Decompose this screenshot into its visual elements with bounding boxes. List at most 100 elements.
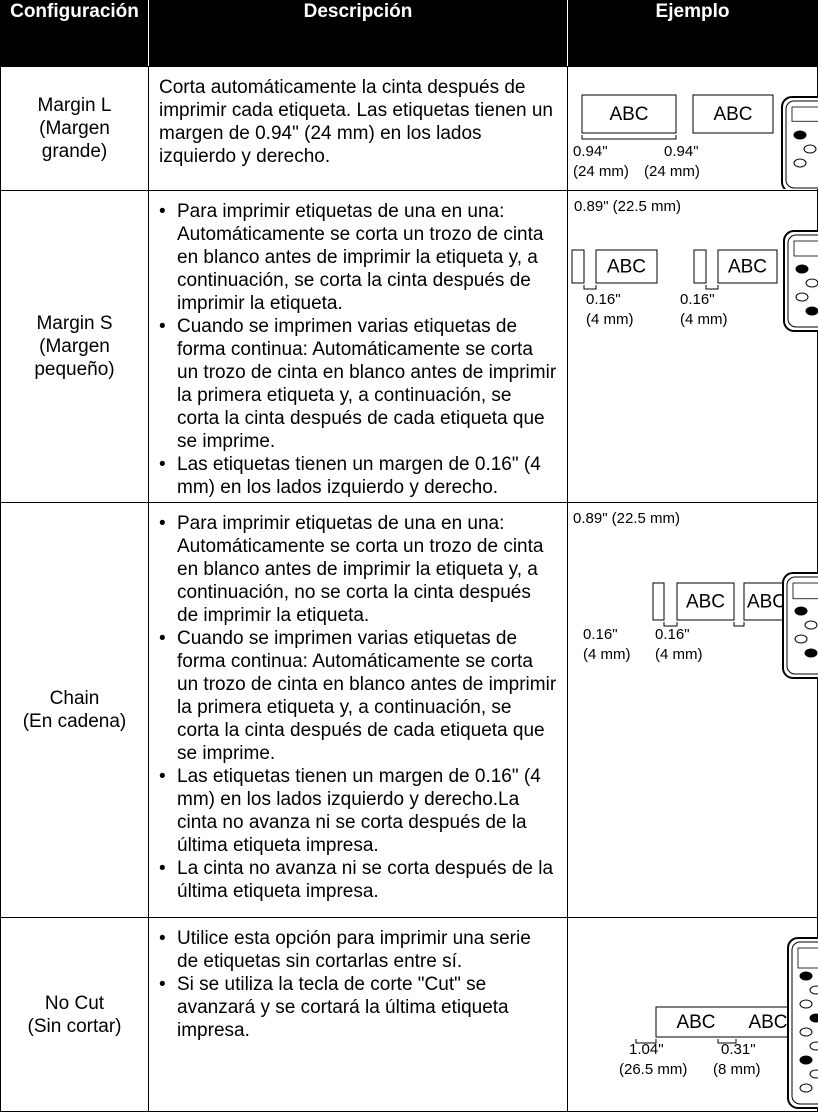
margin-bracket	[705, 285, 719, 290]
device-key	[809, 1013, 818, 1023]
table-row: Margin S(Margen pequeño)Para imprimir et…	[0, 190, 818, 503]
device-key	[809, 1069, 818, 1079]
printer-device	[783, 230, 818, 332]
device-key	[804, 620, 818, 630]
dimension-text: (4 mm)	[680, 311, 728, 328]
bullet-item: La cinta no avanza ni se corta después d…	[159, 857, 557, 903]
example-illustration: ABC ABC 0.94" (24 mm) 0.94" (24 mm)	[573, 94, 818, 189]
label-text: ABC	[609, 104, 648, 125]
dimension-text: 0.94"	[664, 143, 699, 160]
setting-name: (En cadena)	[22, 711, 127, 732]
device-screen	[792, 582, 818, 600]
label-text: ABC	[748, 1012, 787, 1033]
description-text: Corta automáticamente la cinta después d…	[159, 77, 553, 167]
setting-cell: Margin L (Margen grande)	[0, 66, 149, 191]
label-text: ABC	[728, 257, 767, 278]
dimension-text: 0.16"	[680, 291, 715, 308]
device-inner	[787, 234, 818, 328]
dimension-text: 0.31"	[721, 1041, 756, 1058]
header-cell: Configuración	[0, 0, 149, 67]
dimension-text: (24 mm)	[573, 163, 629, 180]
device-screen	[791, 106, 818, 122]
table-row: Chain(En cadena)Para imprimir etiquetas …	[0, 502, 818, 918]
setting-name: (Sin cortar)	[27, 1015, 122, 1037]
setting-name: Margin L	[37, 95, 112, 116]
device-key	[795, 264, 809, 274]
setting-cell: Margin S (Margen pequeño)	[0, 190, 149, 503]
label-box	[571, 249, 585, 284]
example-cell: ABC ABC 0.94" (24 mm) 0.94" (24 mm)	[567, 66, 818, 191]
setting-name: Margin S	[36, 313, 113, 334]
overall-length: 0.89" (22.5 mm)	[574, 198, 681, 215]
margin-bracket	[583, 285, 597, 290]
device-key	[794, 606, 808, 616]
device-screen	[797, 947, 818, 969]
label-box	[693, 249, 707, 284]
device-key	[803, 144, 817, 154]
device-key	[804, 648, 818, 658]
label-box	[652, 582, 665, 621]
dimension-text: (4 mm)	[655, 646, 703, 663]
label-box	[595, 249, 658, 284]
margin-bracket	[581, 135, 677, 140]
printer-device	[787, 937, 818, 1109]
device-body	[781, 96, 818, 189]
description-cell: Utilice esta opción para imprimir una se…	[148, 917, 568, 1112]
margin-bracket	[663, 622, 678, 627]
setting-name: (Margen pequeño)	[34, 336, 115, 380]
label-text: ABC	[686, 592, 725, 613]
label-box	[581, 94, 677, 134]
example-illustration: 0.89" (22.5 mm) ABC ABC 0.16" (4 mm) 0.16" (4 …	[573, 510, 818, 679]
dimension-text: (24 mm)	[644, 163, 700, 180]
header-cell: Descripción	[148, 0, 568, 67]
label-box	[743, 582, 790, 621]
device-inner	[791, 941, 818, 1105]
device-body	[787, 937, 818, 1109]
device-key	[799, 1055, 813, 1065]
description-cell: Corta automáticamente la cinta después d…	[148, 66, 568, 191]
dimension-text: (4 mm)	[586, 311, 634, 328]
dimension-text: 0.16"	[586, 291, 621, 308]
setting-name: Chain	[49, 688, 100, 709]
dimension-text: 0.16"	[655, 626, 690, 643]
device-key	[793, 130, 807, 140]
table-row: No Cut(Sin cortar) Utilice esta opción pa…	[0, 917, 818, 1112]
device-key	[794, 634, 808, 644]
description-cell: Para imprimir etiquetas de una en una: A…	[148, 502, 568, 918]
label-box	[717, 249, 778, 284]
header-cell: Ejemplo	[567, 0, 818, 67]
dimension-text: 1.04"	[629, 1041, 664, 1058]
printer-device	[782, 572, 818, 679]
example-cell: 0.89" (22.5 mm) ABC ABC 0.16" (4 mm) 0.16" (4 …	[567, 190, 818, 503]
example-cell: ABC ABC 1.04" (26.5 mm) 0.31" (8 mm)	[567, 917, 818, 1112]
device-inner	[786, 576, 818, 675]
device-key	[799, 999, 813, 1009]
dimension-text: (8 mm)	[713, 1061, 761, 1078]
device-key	[799, 1027, 813, 1037]
overall-length: 0.89" (22.5 mm)	[573, 510, 680, 527]
setting-cell: Chain (En cadena)	[0, 502, 149, 918]
label-text: ABC	[747, 592, 786, 613]
bullet-item: Utilice esta opción para imprimir una se…	[159, 927, 557, 973]
dimension-text: (26.5 mm)	[619, 1061, 687, 1078]
label-text: ABC	[713, 104, 752, 125]
bullet-item: Cuando se imprimen varias etiquetas de f…	[159, 315, 557, 453]
dimension-text: 0.16"	[583, 626, 618, 643]
device-key	[805, 306, 818, 316]
label-text: ABC	[676, 1012, 715, 1033]
bullet-item: Para imprimir etiquetas de una en una: A…	[159, 200, 557, 315]
label-box	[692, 94, 774, 134]
bullet-list: Para imprimir etiquetas de una en una: A…	[159, 512, 557, 903]
setting-name: No Cut	[44, 992, 105, 1014]
device-key	[805, 278, 818, 288]
dimension-text: (4 mm)	[583, 646, 631, 663]
example-illustration: 0.89" (22.5 mm) ABC ABC 0.16" (4 mm) 0.16" (4 …	[571, 198, 818, 332]
device-key	[799, 1083, 813, 1093]
device-screen	[793, 240, 818, 257]
bullet-item: Las etiquetas tienen un margen de 0.16" …	[159, 453, 557, 499]
header-row: Configuración Descripción Ejemplo	[0, 0, 818, 67]
printer-device	[781, 96, 818, 189]
margin-bracket	[635, 1039, 657, 1044]
bullet-list: Para imprimir etiquetas de una en una: A…	[159, 200, 557, 499]
